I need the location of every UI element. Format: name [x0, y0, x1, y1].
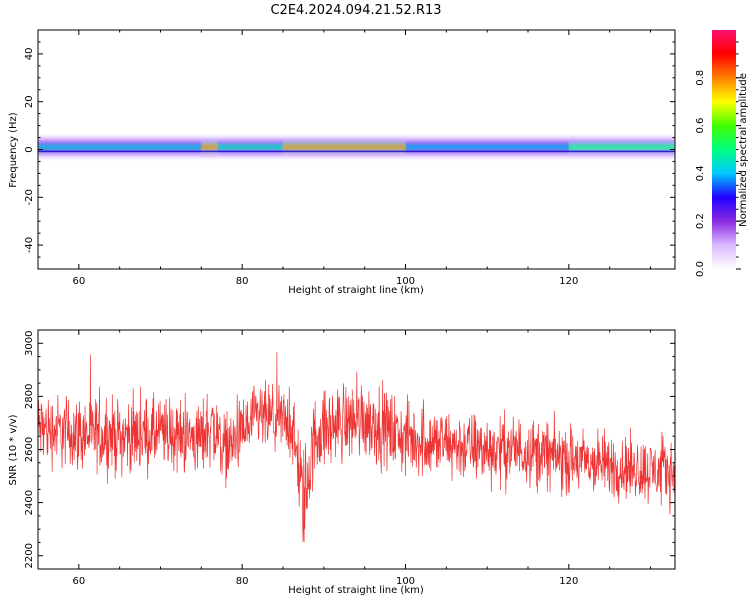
spectrogram-panel: 60 80 100 120 40 20 0 -20 -40 Height of straight…: [8, 29, 676, 296]
spectrogram-y-tick-label: -40: [24, 237, 35, 253]
snr-x-axis-label: Height of straight line (km): [288, 585, 424, 596]
colorbar-ticks: 0.0 0.2 0.4 0.6 0.8: [695, 41, 741, 277]
snr-y-tick-label: 2600: [24, 437, 35, 462]
spectrogram-x-tick-label: 80: [236, 276, 249, 287]
colorbar-label: Normalized spectral amplitude: [738, 73, 749, 227]
snr-x-tick-label: 80: [236, 576, 249, 587]
colorbar-gradient: [712, 30, 736, 269]
colorbar-tick-label: 0.4: [695, 165, 706, 181]
snr-panel: 60 80 100 120 3000 2800 2600 2400 2200 Height of…: [8, 329, 676, 596]
band-core-segment: [568, 145, 675, 149]
spectrogram-y-tick-label: 40: [24, 48, 35, 61]
colorbar-tick-label: 0.0: [695, 261, 706, 277]
spectrogram-band: [38, 137, 675, 157]
snr-x-tick-label: 120: [559, 576, 578, 587]
band-core-segment: [38, 145, 202, 149]
snr-axes: 60 80 100 120 3000 2800 2600 2400 2200: [24, 329, 675, 587]
spectrogram-x-axis-label: Height of straight line (km): [288, 285, 424, 296]
band-blur-group: [38, 137, 675, 157]
snr-series-group: [38, 352, 675, 543]
colorbar: 0.0 0.2 0.4 0.6 0.8 Normalized spectral ampl…: [695, 30, 749, 277]
chart-title: C2E4.2024.094.21.52.R13: [270, 3, 441, 18]
snr-series-line: [38, 352, 675, 543]
snr-y-tick-label: 2200: [24, 543, 35, 568]
spectrogram-y-tick-label: 0: [24, 146, 35, 152]
snr-y-tick-label: 2400: [24, 490, 35, 515]
snr-x-tick-label: 60: [72, 576, 85, 587]
band-core-segment: [201, 145, 218, 149]
snr-y-tick-label: 2800: [24, 384, 35, 409]
snr-y-tick-label: 3000: [24, 331, 35, 356]
spectrogram-axes: 60 80 100 120 40 20 0 -20 -40: [24, 29, 675, 287]
spectrogram-y-tick-label: 20: [24, 95, 35, 108]
spectrogram-x-tick-label: 60: [72, 276, 85, 287]
colorbar-tick-label: 0.6: [695, 118, 706, 134]
band-core-segment: [217, 145, 283, 149]
colorbar-tick-label: 0.2: [695, 213, 706, 229]
spectrogram-y-tick-label: -20: [24, 189, 35, 205]
colorbar-tick-label: 0.8: [695, 70, 706, 86]
spectrogram-x-tick-label: 120: [559, 276, 578, 287]
snr-y-axis-label: SNR (10 * v/v): [8, 414, 19, 485]
spectrogram-y-axis-label: Frequency (Hz): [8, 112, 19, 188]
band-core-segment: [283, 145, 406, 149]
snr-x-tick-label: 100: [396, 576, 415, 587]
spectrogram-x-tick-label: 100: [396, 276, 415, 287]
band-core-segment: [405, 145, 569, 149]
